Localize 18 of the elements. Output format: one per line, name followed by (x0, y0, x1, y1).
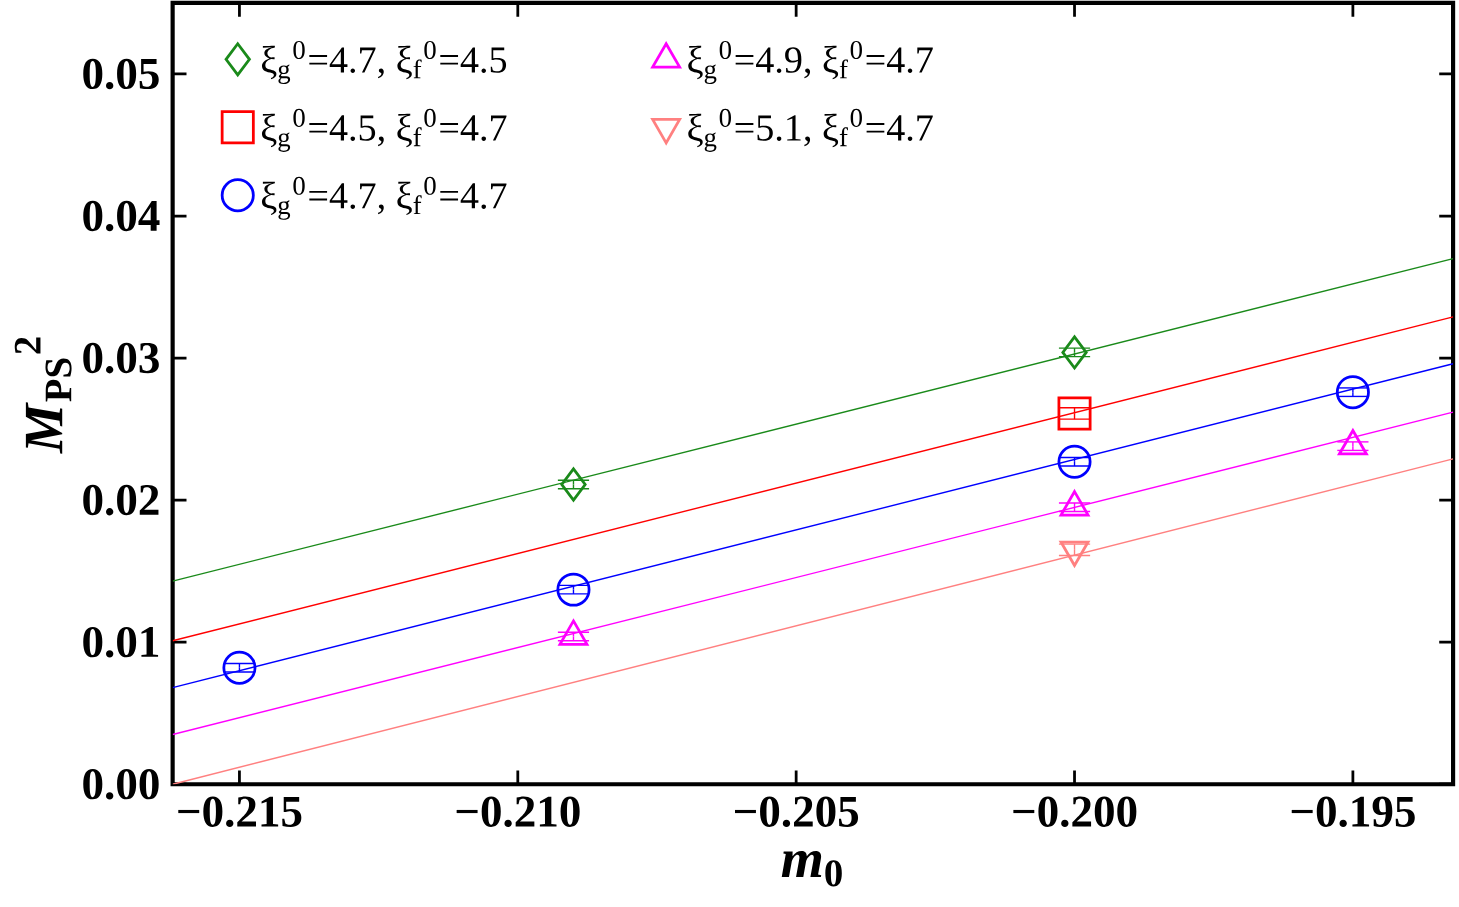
y-axis-title: M$_{PS}$2 (14, 337, 72, 455)
legend-label: ξ$_{g}$$^{0}$=4.5, ξ$_{f}$$^{0}$=4.7 (261, 109, 507, 153)
y-tick-label: 0.04 (83, 200, 160, 232)
x-tick-label: −0.215 (178, 796, 302, 828)
legend-label: ξ$_{g}$$^{0}$=4.9, ξ$_{f}$$^{0}$=4.7 (688, 41, 933, 85)
x-tick-label: −0.195 (1291, 796, 1415, 828)
legend-label: ξ$_{g}$$^{0}$=4.7, ξ$_{f}$$^{0}$=4.7 (261, 177, 507, 221)
x-tick-label: −0.205 (735, 796, 859, 828)
legend-label: ξ$_{g}$$^{0}$=4.7, ξ$_{f}$$^{0}$=4.5 (261, 41, 507, 85)
y-tick-label: 0.01 (83, 627, 159, 658)
legend-label: ξ$_{g}$$^{0}$=5.1, ξ$_{f}$$^{0}$=4.7 (688, 109, 933, 153)
y-tick-label: 0.00 (83, 769, 159, 800)
y-tick-label: 0.03 (83, 343, 159, 374)
x-tick-label: −0.200 (1013, 796, 1137, 828)
y-tick-label: 0.05 (83, 58, 159, 90)
x-axis-title: m$_{0}$ (781, 851, 842, 887)
y-tick-label: 0.02 (83, 485, 159, 516)
x-tick-label: −0.210 (456, 796, 580, 828)
